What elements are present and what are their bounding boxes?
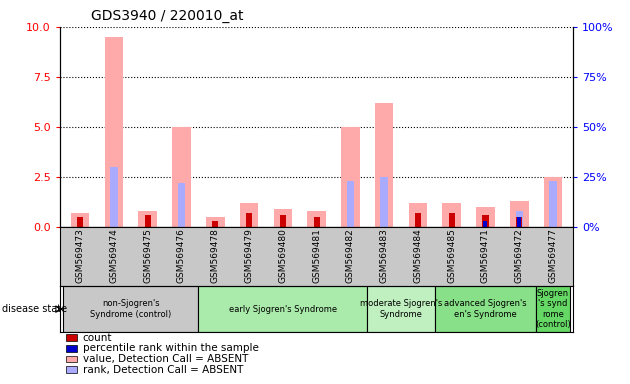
Bar [346,180,354,227]
Text: advanced Sjogren's
en's Syndrome: advanced Sjogren's en's Syndrome [444,300,527,319]
Text: GSM569473: GSM569473 [76,228,84,283]
Text: value, Detection Call = ABSENT: value, Detection Call = ABSENT [83,354,248,364]
Bar [105,37,123,227]
Bar [172,127,191,227]
Bar [517,217,521,227]
Text: non-Sjogren's
Syndrome (control): non-Sjogren's Syndrome (control) [90,300,171,319]
Text: moderate Sjogren's
Syndrome: moderate Sjogren's Syndrome [360,300,442,319]
Bar [449,213,455,227]
Text: GSM569471: GSM569471 [481,228,490,283]
Bar [381,177,388,227]
Text: GSM569478: GSM569478 [211,228,220,283]
Bar [415,213,421,227]
Text: count: count [83,333,112,343]
Bar [71,213,89,227]
Text: disease state: disease state [2,304,67,314]
Bar [110,167,118,227]
Bar [536,286,570,332]
Bar [435,286,536,332]
Bar [77,217,83,227]
Text: GSM569484: GSM569484 [413,228,422,283]
Bar [206,217,224,227]
Text: GSM569483: GSM569483 [380,228,389,283]
Bar [367,286,435,332]
Bar [307,210,326,227]
Bar [178,183,185,227]
Bar [442,203,461,227]
Text: early Sjogren's Syndrome: early Sjogren's Syndrome [229,305,337,314]
Bar [375,103,393,227]
Bar [409,203,427,227]
Bar [510,200,529,227]
Bar [476,207,495,227]
Text: GSM569482: GSM569482 [346,228,355,283]
Bar [314,217,319,227]
Bar [246,213,252,227]
Text: Sjogren
's synd
rome
(control): Sjogren 's synd rome (control) [535,289,571,329]
Text: GDS3940 / 220010_at: GDS3940 / 220010_at [91,9,244,23]
Text: GSM569476: GSM569476 [177,228,186,283]
Text: GSM569474: GSM569474 [110,228,118,283]
Bar [198,286,367,332]
Bar [145,215,151,227]
Text: percentile rank within the sample: percentile rank within the sample [83,343,258,353]
Text: GSM569485: GSM569485 [447,228,456,283]
Bar [341,127,360,227]
Bar [63,286,198,332]
Text: GSM569481: GSM569481 [312,228,321,283]
Bar [212,220,218,227]
Bar [139,210,157,227]
Bar [515,210,523,227]
Text: GSM569479: GSM569479 [244,228,253,283]
Bar [482,217,489,227]
Text: rank, Detection Call = ABSENT: rank, Detection Call = ABSENT [83,365,243,375]
Text: GSM569472: GSM569472 [515,228,524,283]
Text: GSM569477: GSM569477 [549,228,558,283]
Bar [280,215,286,227]
Bar [483,220,488,227]
Text: GSM569475: GSM569475 [143,228,152,283]
Bar [273,209,292,227]
Bar [549,180,557,227]
Bar [544,177,563,227]
Bar [240,203,258,227]
Text: GSM569480: GSM569480 [278,228,287,283]
Bar [483,215,488,227]
Bar [516,217,522,227]
